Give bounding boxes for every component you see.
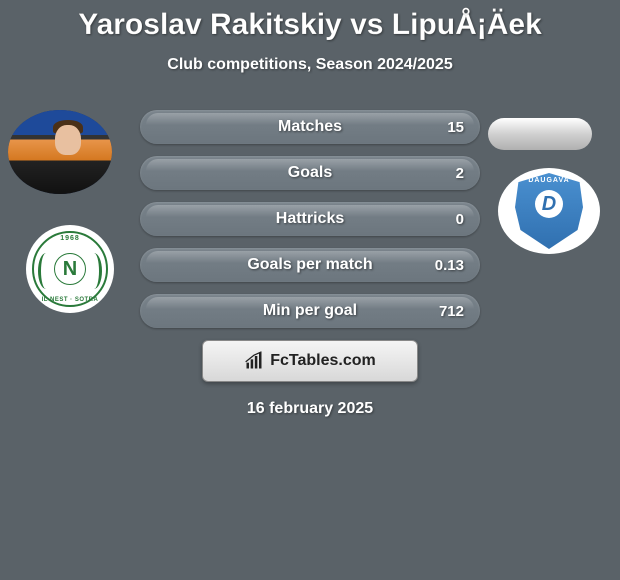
stat-row-matches: Matches 15	[140, 110, 480, 144]
club-badge-left-year: 1968	[60, 235, 80, 242]
player-photo-right	[488, 118, 592, 150]
club-badge-right: DAUGAVA D	[498, 168, 600, 254]
date-label: 16 february 2025	[0, 400, 620, 418]
stat-row-hattricks: Hattricks 0	[140, 202, 480, 236]
stat-row-goals-per-match: Goals per match 0.13	[140, 248, 480, 282]
page-title: Yaroslav Rakitskiy vs LipuÅ¡Äek	[0, 0, 620, 42]
stat-label: Goals per match	[247, 256, 372, 274]
club-badge-right-letter: D	[535, 190, 563, 218]
stat-value-right: 2	[456, 165, 464, 182]
comparison-area: 1968 N IL NEST · SOTRA DAUGAVA D Matches…	[0, 110, 620, 328]
stat-value-right: 15	[447, 119, 464, 136]
brand-badge[interactable]: FcTables.com	[202, 340, 418, 382]
club-badge-left: 1968 N IL NEST · SOTRA	[26, 225, 114, 313]
stat-value-right: 0	[456, 211, 464, 228]
club-badge-left-name: IL NEST · SOTRA	[42, 297, 99, 303]
stat-label: Min per goal	[263, 302, 357, 320]
chart-icon	[244, 351, 264, 371]
stat-value-right: 712	[439, 303, 464, 320]
stat-row-goals: Goals 2	[140, 156, 480, 190]
player-photo-left	[8, 110, 112, 194]
stats-list: Matches 15 Goals 2 Hattricks 0 Goals per…	[140, 110, 480, 328]
page-subtitle: Club competitions, Season 2024/2025	[0, 56, 620, 74]
stat-label: Matches	[278, 118, 342, 136]
stat-value-right: 0.13	[435, 257, 464, 274]
stat-label: Hattricks	[276, 210, 344, 228]
club-badge-right-name: DAUGAVA	[528, 177, 569, 184]
stat-label: Goals	[288, 164, 332, 182]
brand-text: FcTables.com	[270, 352, 376, 370]
stat-row-min-per-goal: Min per goal 712	[140, 294, 480, 328]
club-badge-left-letter: N	[54, 253, 86, 285]
